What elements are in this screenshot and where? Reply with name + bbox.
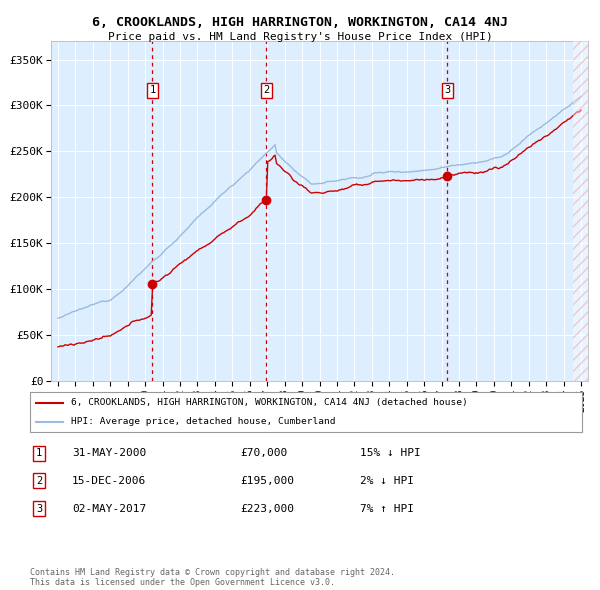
- Text: 7% ↑ HPI: 7% ↑ HPI: [360, 504, 414, 513]
- FancyBboxPatch shape: [30, 392, 582, 432]
- Text: Contains HM Land Registry data © Crown copyright and database right 2024.
This d: Contains HM Land Registry data © Crown c…: [30, 568, 395, 587]
- Text: Price paid vs. HM Land Registry's House Price Index (HPI): Price paid vs. HM Land Registry's House …: [107, 32, 493, 42]
- Text: 2% ↓ HPI: 2% ↓ HPI: [360, 476, 414, 486]
- Text: 6, CROOKLANDS, HIGH HARRINGTON, WORKINGTON, CA14 4NJ (detached house): 6, CROOKLANDS, HIGH HARRINGTON, WORKINGT…: [71, 398, 468, 408]
- Text: 3: 3: [445, 86, 451, 96]
- Text: 1: 1: [149, 86, 155, 96]
- Text: 6, CROOKLANDS, HIGH HARRINGTON, WORKINGTON, CA14 4NJ: 6, CROOKLANDS, HIGH HARRINGTON, WORKINGT…: [92, 16, 508, 29]
- Text: HPI: Average price, detached house, Cumberland: HPI: Average price, detached house, Cumb…: [71, 417, 336, 427]
- Text: 1: 1: [36, 448, 42, 458]
- Text: £70,000: £70,000: [240, 448, 287, 458]
- Text: 15% ↓ HPI: 15% ↓ HPI: [360, 448, 421, 458]
- Text: £223,000: £223,000: [240, 504, 294, 513]
- Text: 2: 2: [263, 86, 269, 96]
- Text: 02-MAY-2017: 02-MAY-2017: [72, 504, 146, 513]
- Text: £195,000: £195,000: [240, 476, 294, 486]
- Text: 15-DEC-2006: 15-DEC-2006: [72, 476, 146, 486]
- Text: 2: 2: [36, 476, 42, 486]
- Text: 3: 3: [36, 504, 42, 513]
- Text: 31-MAY-2000: 31-MAY-2000: [72, 448, 146, 458]
